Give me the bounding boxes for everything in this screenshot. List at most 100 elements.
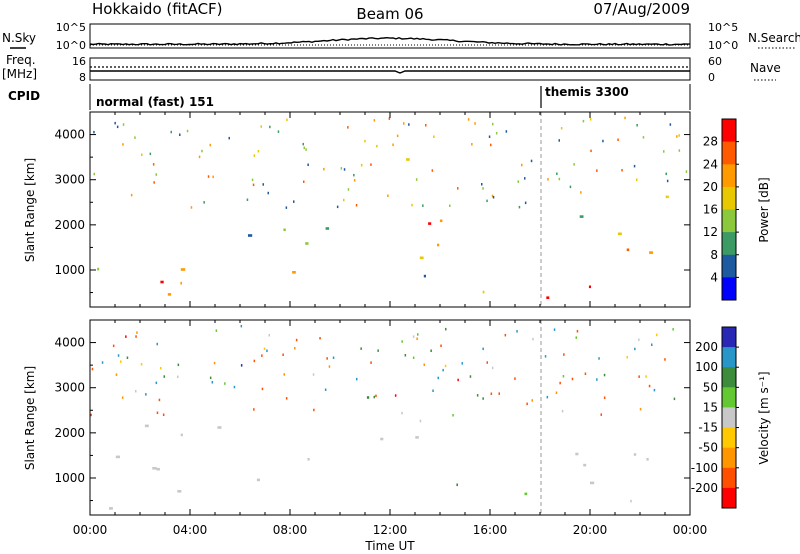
echo-cell	[412, 335, 415, 338]
velocity-xlabel: Time UT	[364, 539, 415, 553]
echo-cell	[328, 365, 331, 368]
echo-cell	[198, 155, 201, 159]
echo-cell	[449, 204, 451, 207]
colorbar-segment	[722, 164, 736, 188]
echo-cell	[305, 148, 307, 151]
echo-cell	[109, 507, 113, 510]
echo-cell	[474, 122, 476, 125]
echo-cell	[356, 377, 358, 381]
echo-cell	[144, 424, 149, 428]
echo-cell	[336, 205, 339, 209]
echo-cell	[253, 408, 255, 411]
echo-cell	[482, 347, 484, 351]
power-ylabel: Slant Range [km]	[23, 158, 37, 262]
echo-cell	[633, 453, 637, 456]
echo-cell	[115, 455, 120, 459]
echo-cell	[603, 373, 606, 377]
echo-cell	[602, 139, 604, 143]
echo-cell	[560, 127, 563, 130]
echo-cell	[685, 170, 688, 173]
echo-cell	[430, 349, 432, 352]
echo-cell	[546, 296, 550, 299]
echo-cell	[649, 251, 653, 254]
echo-cell	[665, 172, 667, 176]
echo-cell	[401, 411, 403, 415]
echo-cell	[569, 185, 572, 189]
echo-cell	[673, 397, 676, 401]
colorbar-segment	[722, 487, 736, 509]
echo-cell	[130, 193, 133, 197]
echo-cell	[224, 382, 226, 385]
y-tick-label: 1000	[54, 471, 85, 485]
echo-cell	[263, 347, 266, 350]
echo-cell	[294, 347, 296, 350]
echo-cell	[380, 437, 384, 441]
echo-cell	[209, 376, 212, 380]
echo-cell	[135, 390, 137, 393]
echo-cell	[580, 191, 582, 194]
echo-cell	[101, 361, 104, 364]
freq-strip: Freq. [MHz] 16 8 Nave 60 0	[2, 53, 781, 84]
echo-cell	[122, 143, 124, 146]
echo-cell	[155, 381, 158, 385]
colorbar-tick-label: -100	[691, 461, 718, 475]
echo-cell	[207, 175, 210, 178]
echo-cell	[303, 180, 305, 183]
echo-cell	[518, 205, 521, 209]
echo-cell	[180, 433, 183, 437]
colorbar-tick-label: 200	[695, 340, 718, 354]
echo-cell	[558, 139, 560, 142]
echo-cell	[353, 173, 355, 177]
echo-cell	[544, 355, 547, 358]
echo-cell	[431, 169, 434, 172]
echo-cell	[598, 357, 600, 360]
y-tick-label: 4000	[54, 336, 85, 350]
echo-cell	[152, 467, 157, 470]
velocity-panel: 1000 2000 3000 4000 00:00 04:00 08:00 12:00 16:…	[23, 319, 707, 553]
echo-cell	[562, 375, 565, 378]
echo-cell	[526, 402, 528, 406]
echo-cell	[360, 164, 363, 167]
echo-cell	[553, 328, 556, 331]
echo-cell	[90, 413, 92, 417]
echo-cell	[626, 248, 630, 252]
nave-label: Nave	[750, 61, 781, 75]
echo-cell	[179, 133, 181, 136]
echo-cell	[532, 337, 534, 341]
echo-cell	[319, 337, 321, 340]
echo-cell	[376, 144, 378, 148]
echo-cell	[375, 394, 377, 398]
colorbar-tick-label: 16	[703, 203, 718, 217]
colorbar-segment	[722, 407, 736, 428]
echo-cell	[444, 364, 447, 368]
x-tick-label: 00:00	[73, 523, 108, 537]
echo-cell	[678, 149, 681, 152]
echo-cell	[373, 119, 376, 122]
echo-cell	[293, 200, 295, 203]
echo-cell	[167, 293, 172, 296]
echo-cell	[575, 336, 577, 339]
echo-cell	[524, 177, 526, 180]
echo-cell	[180, 281, 182, 285]
echo-cell	[417, 333, 419, 336]
echo-cell	[634, 347, 636, 351]
echo-cell	[495, 132, 498, 135]
echo-cell	[285, 397, 288, 400]
echo-cell	[211, 381, 214, 384]
echo-cell	[558, 177, 561, 181]
echo-cell	[394, 394, 397, 397]
power-colorbar: Power [dB] 28 24 20 16 12 8 4	[703, 118, 771, 301]
echo-cell	[283, 228, 286, 232]
echo-cell	[505, 130, 508, 133]
echo-cell	[160, 366, 162, 370]
nsky-tick-bottom: 10^0	[56, 39, 86, 52]
echo-cell	[555, 391, 558, 394]
echo-cell	[596, 169, 598, 172]
echo-cell	[590, 149, 592, 153]
colorbar-tick-label: 12	[703, 225, 718, 239]
echo-cell	[177, 363, 180, 367]
echo-cell	[461, 362, 463, 365]
colorbar-tick-label: 28	[703, 135, 718, 149]
echo-cell	[491, 366, 494, 370]
echo-cell	[457, 187, 459, 190]
